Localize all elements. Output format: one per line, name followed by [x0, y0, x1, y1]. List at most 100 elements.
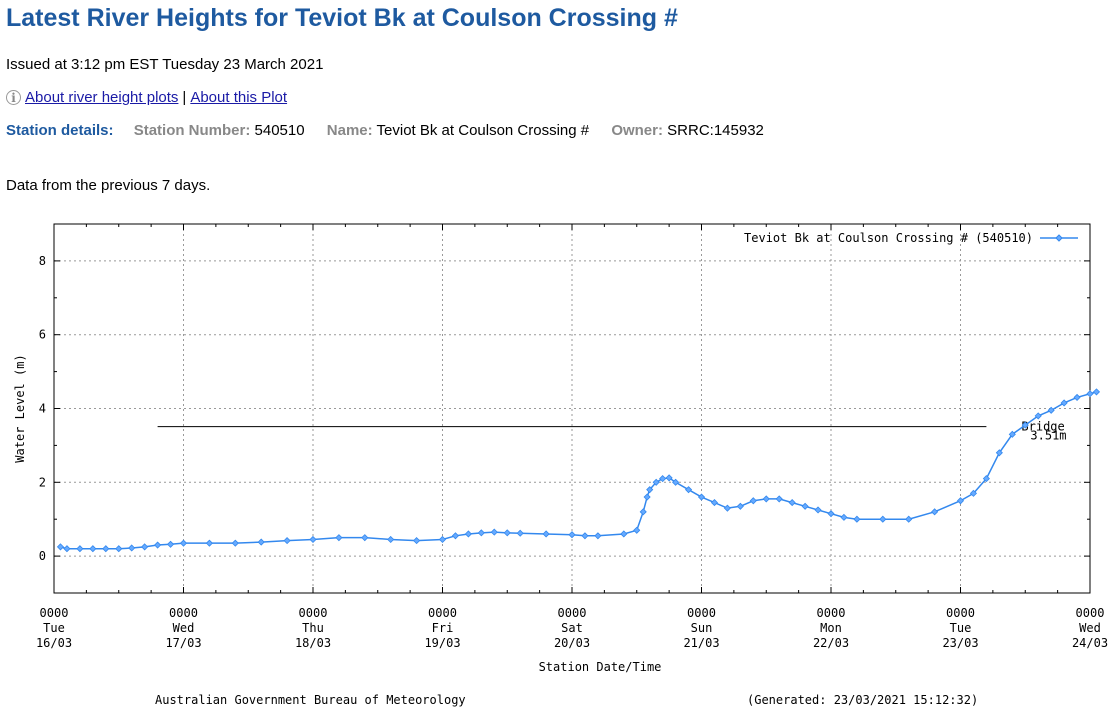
x-tick-label: 0000 — [558, 606, 587, 620]
x-tick-label: Tue — [950, 621, 972, 635]
data-point — [982, 475, 990, 483]
x-tick-label: 17/03 — [165, 636, 201, 650]
data-point — [594, 532, 602, 540]
data-point — [1021, 421, 1029, 429]
link-separator: | — [182, 89, 187, 106]
about-river-height-plots-link[interactable]: About river height plots — [25, 89, 179, 106]
data-point — [827, 510, 835, 518]
data-point — [516, 529, 524, 537]
issued-text: Issued at 3:12 pm EST Tuesday 23 March 2… — [6, 56, 324, 73]
data-point — [1092, 388, 1101, 396]
data-point — [665, 474, 673, 482]
data-point — [542, 530, 550, 538]
x-tick-label: Mon — [820, 621, 842, 635]
data-point — [283, 537, 291, 545]
data-point — [646, 486, 654, 494]
station-owner-label: Owner: — [611, 122, 663, 139]
data-point — [736, 502, 744, 510]
data-point — [620, 530, 628, 538]
data-point — [205, 539, 213, 547]
data-point — [814, 506, 822, 514]
data-point — [179, 539, 188, 547]
data-point — [309, 535, 317, 544]
data-point — [438, 535, 447, 544]
data-point — [633, 526, 641, 534]
x-tick-label: Thu — [302, 621, 324, 635]
data-point — [652, 478, 660, 486]
data-point — [115, 545, 123, 553]
data-point — [931, 508, 939, 516]
x-tick-label: 0000 — [946, 606, 975, 620]
station-owner-value: SRRC:145932 — [667, 122, 764, 139]
y-tick-label: 8 — [39, 254, 46, 268]
data-point — [154, 541, 162, 549]
x-tick-label: 24/03 — [1072, 636, 1108, 650]
x-tick-label: 0000 — [687, 606, 716, 620]
x-tick-label: Sat — [561, 621, 583, 635]
x-tick-label: 23/03 — [942, 636, 978, 650]
footer-bureau: Australian Government Bureau of Meteorol… — [155, 693, 466, 707]
data-point — [464, 530, 472, 538]
data-point — [63, 545, 71, 553]
y-axis-label: Water Level (m) — [13, 354, 27, 462]
page-title: Latest River Heights for Teviot Bk at Co… — [6, 4, 678, 32]
data-point — [1073, 393, 1081, 401]
x-tick-label: Tue — [43, 621, 65, 635]
x-axis-ticks: 0000Tue16/030000Wed17/030000Thu18/030000… — [36, 224, 1108, 650]
data-point — [1034, 412, 1042, 420]
info-icon: i — [6, 90, 21, 105]
x-tick-label: 19/03 — [424, 636, 460, 650]
data-point — [56, 543, 65, 551]
x-tick-label: 0000 — [428, 606, 457, 620]
data-point — [639, 508, 647, 516]
data-point — [102, 545, 110, 553]
data-period-text: Data from the previous 7 days. — [6, 177, 211, 194]
data-point — [89, 545, 97, 553]
data-point — [853, 515, 861, 523]
data-point — [257, 538, 265, 546]
station-number-label: Station Number: — [133, 122, 251, 139]
data-point — [905, 515, 913, 523]
data-point — [995, 449, 1003, 457]
x-tick-label: 0000 — [817, 606, 846, 620]
series-line — [60, 391, 1097, 550]
station-number-value: 540510 — [254, 122, 305, 139]
y-tick-label: 2 — [39, 475, 46, 489]
data-point — [490, 528, 498, 536]
data-point — [581, 532, 589, 540]
data-point — [672, 478, 680, 486]
data-point — [710, 499, 719, 507]
data-point — [231, 539, 239, 547]
bridge-threshold-label: Bridge — [1021, 420, 1064, 434]
x-tick-label: 21/03 — [683, 636, 719, 650]
data-point — [879, 515, 887, 523]
x-tick-label: Wed — [173, 621, 195, 635]
x-tick-label: 18/03 — [295, 636, 331, 650]
data-point — [723, 504, 731, 512]
x-tick-label: 0000 — [1076, 606, 1105, 620]
data-point — [801, 502, 809, 510]
x-tick-label: 0000 — [299, 606, 328, 620]
x-tick-label: 20/03 — [554, 636, 590, 650]
y-tick-label: 4 — [39, 402, 46, 416]
data-point — [840, 513, 848, 521]
y-tick-label: 6 — [39, 328, 46, 342]
data-point — [775, 495, 783, 503]
data-point — [335, 534, 343, 542]
data-point — [1060, 399, 1068, 407]
data-point — [451, 532, 460, 540]
data-point — [956, 497, 965, 505]
x-tick-label: 16/03 — [36, 636, 72, 650]
data-point — [76, 545, 84, 553]
data-point — [413, 537, 421, 545]
data-point — [166, 540, 175, 548]
help-links: i About river height plots | About this … — [6, 89, 287, 106]
station-name-label: Name: — [326, 122, 373, 139]
about-this-plot-link[interactable]: About this Plot — [190, 89, 288, 106]
bridge-threshold-value: 3.51m — [1030, 429, 1066, 443]
data-point — [503, 529, 511, 537]
chart-legend: Teviot Bk at Coulson Crossing # (540510) — [744, 231, 1078, 245]
data-point — [1008, 430, 1016, 438]
data-point — [568, 531, 576, 539]
